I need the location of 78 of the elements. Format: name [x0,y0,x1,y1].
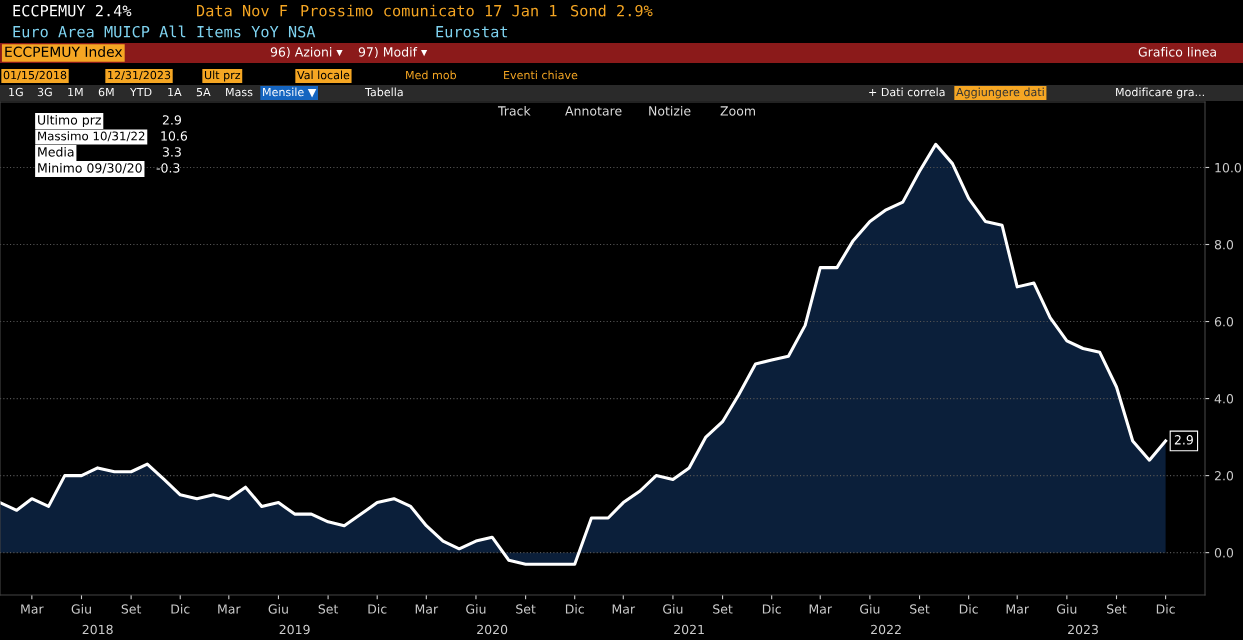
x-tick-label: Mar [21,604,44,614]
text: 3G [37,87,52,97]
text: Eventi chiave [504,70,578,80]
x-tick-label: Dic [171,604,190,614]
text: Mensile ▼ [263,87,317,98]
text: Tabella [364,87,403,97]
text: Prossimo comunicato 17 Jan 1 [301,4,557,17]
data-label: 2.9 [1174,435,1193,445]
annotation: Minimo 09/30/20 [38,162,142,174]
x-tick-label: Dic [368,604,387,614]
x-tick-label: Giu [860,604,880,614]
x-tick-label: Giu [1057,604,1077,614]
x-tick-label: Mar [612,604,636,614]
annotation: Media [38,146,74,157]
text: Grafico linea [1138,46,1216,57]
annotation: Massimo 10/31/22 [38,131,145,142]
text: + Dati correla [869,87,945,97]
text: ECCPEMUY 2.4% [13,4,132,17]
x-tick-label: Set [910,604,930,614]
x2-tick-label: 2022 [871,624,901,635]
text: Mass [226,87,253,97]
text: 6M [98,87,114,97]
x2-tick-label: 2023 [1068,624,1098,635]
text: 1G [9,87,23,97]
y-tick-label: 0.0 [1214,548,1234,558]
text: Euro Area MUICP All Items YoY NSA [13,25,316,38]
text: Ult prz [204,70,241,82]
x-tick-label: Set [516,604,536,614]
annotation: 10.6 [161,131,188,141]
x-tick-label: Dic [762,604,781,614]
annotation: Annotare [565,106,622,116]
x-tick-label: Set [1107,604,1127,614]
text: 97) Modif ▾ [358,46,428,59]
text: Modificare gra... [1116,87,1204,99]
text: 5A [196,87,211,97]
x2-tick-label: 2019 [279,624,310,635]
text: Aggiungere dati [956,87,1044,99]
text: 1M [68,87,83,97]
text: 1A [168,87,182,97]
x-tick-label: Set [121,604,142,614]
text: YTD [129,87,152,97]
x-tick-label: Set [713,604,733,614]
x-tick-label: Giu [71,604,91,614]
x-tick-label: Mar [809,604,833,614]
text: Eurostat [436,26,508,38]
x-tick-label: Mar [218,604,241,614]
x-tick-label: Mar [1006,604,1029,614]
y-tick-label: 6.0 [1214,317,1234,327]
x-tick-label: Set [318,604,339,614]
text: 12/31/2023 [108,70,171,81]
annotation: Zoom [720,106,755,116]
x-tick-label: Dic [959,604,978,614]
annotation: -0.3 [156,163,180,173]
annotation: Ultimo prz [38,114,101,128]
x2-tick-label: 2018 [82,624,113,635]
text: Med mob [406,70,457,80]
x-tick-label: Dic [1156,604,1175,614]
y-tick-label: 10.0 [1215,162,1242,173]
x2-tick-label: 2020 [477,624,508,635]
annotation: 2.9 [162,115,181,125]
text: Sond 2.9% [571,4,653,17]
text: 01/15/2018 [3,70,67,81]
text: Val locale [297,70,350,80]
y-tick-label: 8.0 [1214,239,1234,250]
text: Data Nov F [197,5,288,17]
annotation: 3.3 [162,147,181,157]
y-tick-label: 4.0 [1214,394,1234,404]
x-tick-label: Mar [415,604,439,614]
x-tick-label: Giu [268,604,288,614]
annotation: Track [497,105,531,116]
x-tick-label: Giu [466,604,486,614]
text: 96) Azioni ▾ [270,46,343,59]
annotation: Notizie [649,105,691,116]
text: ECCPEMUY Index [5,46,123,58]
x-tick-label: Dic [565,604,584,614]
x2-tick-label: 2021 [674,624,704,635]
y-tick-label: 2.0 [1214,471,1234,481]
x-tick-label: Giu [663,604,683,614]
